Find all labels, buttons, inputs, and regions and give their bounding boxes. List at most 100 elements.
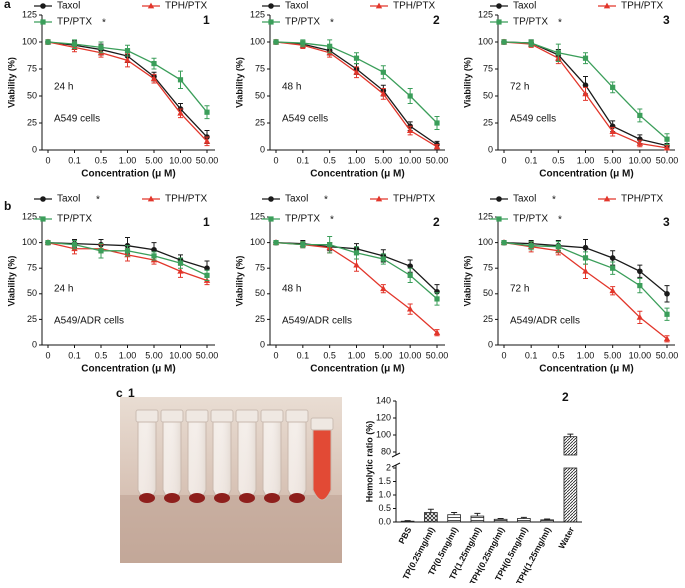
legend-label: TPH/PTX — [393, 194, 436, 205]
y-axis-label: Hemolytic ratio (%) — [364, 421, 374, 503]
y-tick-label: 0 — [32, 144, 37, 154]
marker — [407, 272, 413, 278]
error-bar — [474, 512, 481, 517]
y-tick-label: 1.5 — [378, 476, 391, 486]
annotation: A549/ADR cells — [510, 316, 580, 327]
x-tick-label: 50.00 — [656, 155, 679, 165]
marker — [124, 248, 131, 254]
bar — [447, 514, 461, 523]
y-tick-label: 0.0 — [378, 516, 391, 526]
bar — [470, 515, 485, 523]
x-tick-label: 50.00 — [196, 350, 219, 360]
x-tick-label: 0.5 — [552, 350, 565, 360]
marker — [434, 120, 440, 126]
x-tick-label: 0.5 — [323, 350, 336, 360]
legend-label: TPH/PTX — [165, 194, 208, 205]
x-tick-label: 5.00 — [145, 155, 163, 165]
x-tick-label: PBS — [396, 525, 413, 545]
x-axis-label: Concentration (μ M) — [539, 169, 633, 180]
legend-marker — [375, 2, 383, 9]
error-bar — [544, 518, 551, 520]
x-tick-label: 0 — [501, 155, 506, 165]
x-tick-label: 0.1 — [68, 350, 81, 360]
legend-label: Taxol — [513, 1, 536, 12]
photo — [120, 397, 342, 563]
x-tick-label: 1.00 — [119, 155, 137, 165]
marker — [71, 242, 78, 248]
x-tick-label: 50.00 — [426, 350, 449, 360]
panel-label: 3 — [663, 13, 670, 27]
legend-label: TPH/PTX — [621, 1, 664, 12]
y-tick-label: 100 — [478, 36, 493, 46]
y-tick-label: 0 — [260, 144, 265, 154]
marker — [177, 109, 184, 116]
marker — [273, 240, 279, 246]
x-tick-label: 0.5 — [95, 155, 108, 165]
marker — [151, 253, 157, 259]
legend-label: TPH/PTX — [621, 194, 664, 205]
marker — [380, 90, 387, 97]
y-tick-label: 125 — [250, 211, 265, 221]
legend-marker — [40, 216, 46, 222]
legend-label: TP/PTX — [513, 17, 548, 28]
y-tick-label: 0 — [488, 339, 493, 349]
marker — [555, 244, 561, 250]
marker — [582, 255, 589, 261]
legend-marker — [147, 195, 155, 202]
marker — [501, 39, 507, 45]
marker — [71, 41, 78, 47]
marker — [353, 250, 360, 256]
y-axis-label: Viability (%) — [234, 57, 244, 108]
tube — [210, 409, 234, 503]
y-tick-label: 1.0 — [378, 489, 391, 499]
x-tick-label: 10.00 — [169, 350, 192, 360]
marker — [380, 285, 387, 292]
legend-marker — [40, 196, 46, 202]
annotation: A549 cells — [510, 114, 556, 125]
panel-label: 2 — [433, 215, 440, 229]
panel-letter: c — [116, 386, 123, 400]
panel-label: 3 — [663, 215, 670, 229]
y-tick-label: 0 — [260, 339, 265, 349]
x-tick-label: 5.00 — [604, 155, 622, 165]
marker — [528, 40, 534, 46]
y-tick-label: 25 — [255, 117, 265, 127]
significance-mark: * — [330, 215, 334, 226]
axis-break — [391, 452, 401, 468]
marker — [353, 55, 360, 61]
y-tick-label: 80 — [381, 446, 391, 456]
bar — [400, 520, 415, 523]
error-bar — [404, 520, 411, 522]
legend-label: Taxol — [285, 194, 308, 205]
y-tick-label: 75 — [255, 63, 265, 73]
y-tick-label: 0 — [32, 339, 37, 349]
annotation: 24 h — [54, 284, 73, 295]
y-tick-label: 75 — [483, 63, 493, 73]
y-tick-label: 75 — [255, 263, 265, 273]
x-tick-label: 1.00 — [577, 155, 595, 165]
y-axis-label: Viability (%) — [234, 256, 244, 307]
error-bar — [520, 516, 527, 519]
legend-label: TP/PTX — [513, 214, 548, 225]
marker — [610, 84, 616, 90]
y-tick-label: 100 — [22, 237, 37, 247]
y-tick-label: 50 — [483, 288, 493, 298]
bar — [540, 519, 554, 523]
marker — [637, 112, 643, 119]
marker — [636, 313, 644, 320]
marker — [177, 267, 184, 274]
marker — [273, 39, 279, 45]
marker — [151, 246, 157, 253]
marker — [582, 82, 589, 88]
tube — [310, 417, 334, 501]
annotation: A549/ADR cells — [282, 316, 352, 327]
marker — [177, 260, 184, 266]
tube — [235, 409, 259, 503]
marker — [353, 68, 360, 75]
legend-label: TPH/PTX — [393, 1, 436, 12]
error-bar — [567, 433, 574, 437]
y-tick-label: 0.5 — [378, 503, 391, 513]
y-tick-label: 50 — [483, 90, 493, 100]
x-tick-label: 5.00 — [604, 350, 622, 360]
marker — [555, 50, 561, 56]
